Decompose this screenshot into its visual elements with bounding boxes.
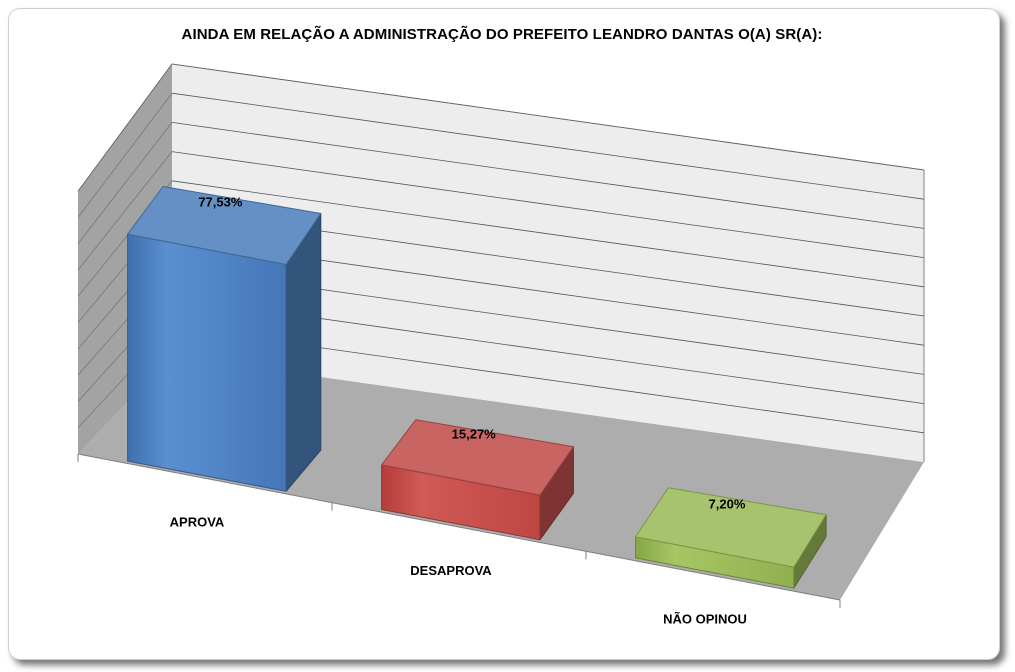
data-label: 77,53%: [198, 195, 243, 210]
bar-top-face: [127, 186, 322, 265]
chart-title: AINDA EM RELAÇÃO A ADMINISTRAÇÃO DO PREF…: [181, 26, 823, 43]
gridline: [171, 122, 925, 229]
gridline: [171, 151, 925, 258]
bar-front-face: [127, 233, 287, 492]
data-label: 7,20%: [709, 497, 746, 512]
bar-2: [381, 419, 574, 541]
bar-series: [127, 186, 827, 589]
side-gridline: [77, 151, 173, 271]
gridline: [171, 180, 925, 288]
category-axis: APROVA DESAPROVA NÃO OPINOU: [77, 453, 841, 627]
side-gridline: [77, 92, 173, 218]
category-label: DESAPROVA: [410, 563, 492, 578]
side-gridline: [77, 122, 173, 245]
gridline: [171, 92, 925, 200]
category-label: NÃO OPINOU: [663, 612, 747, 627]
bar-1: [127, 186, 322, 492]
data-label: 15,27%: [452, 427, 497, 442]
bar-top-face: [635, 487, 827, 568]
x-axis-line: [77, 453, 841, 601]
bar-top-face: [381, 419, 574, 496]
wall-outline: [77, 63, 925, 462]
category-label: APROVA: [170, 514, 225, 529]
bar-3: [635, 487, 827, 589]
data-labels: 77,53% 15,27% 7,20%: [198, 195, 746, 512]
